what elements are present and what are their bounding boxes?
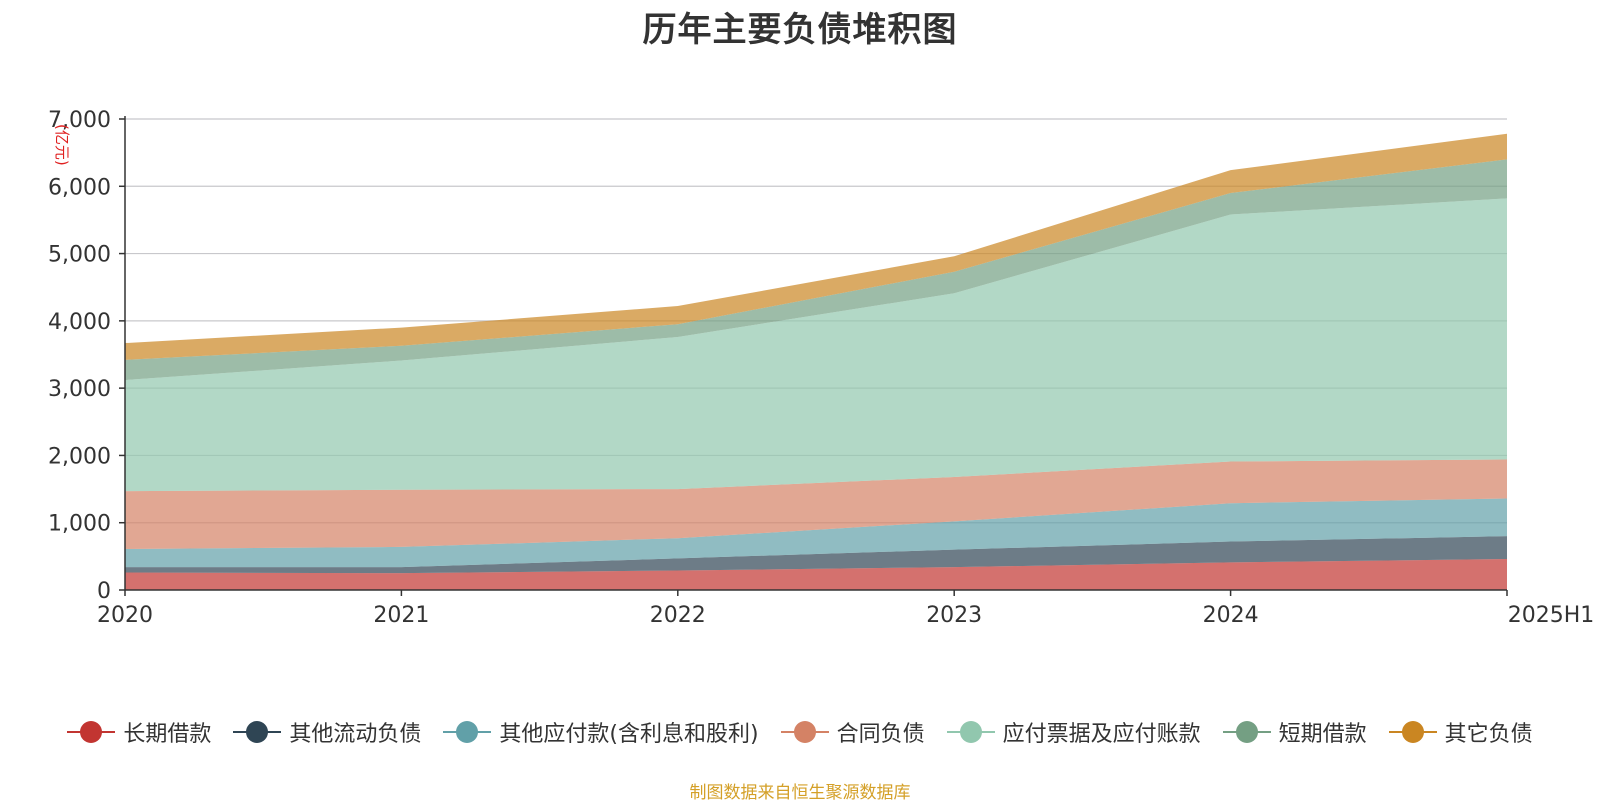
legend-label: 长期借款 bbox=[123, 722, 212, 747]
legend-item-4[interactable]: 应付票据及应付账款 bbox=[946, 716, 1201, 748]
legend-label: 合同负债 bbox=[836, 722, 925, 747]
area-series-4 bbox=[125, 198, 1507, 492]
legend-marker-icon bbox=[1222, 720, 1271, 744]
y-tick-label: 0 bbox=[97, 579, 111, 604]
x-tick-label: 2021 bbox=[373, 603, 429, 628]
chart-legend: 长期借款 其他流动负债 其他应付款(含利息和股利) 合同负债 应付票据及应付账款 短期借款… bbox=[0, 716, 1600, 748]
legend-marker-icon bbox=[67, 720, 116, 744]
data-source-note: 制图数据来自恒生聚源数据库 bbox=[689, 783, 911, 803]
area-series-1 bbox=[125, 536, 1507, 574]
y-tick-label: 2,000 bbox=[48, 444, 111, 469]
legend-item-1[interactable]: 其他流动负债 bbox=[233, 716, 421, 748]
y-tick-label: 7,000 bbox=[48, 108, 111, 133]
y-tick-label: 4,000 bbox=[48, 310, 111, 335]
y-tick-label: 5,000 bbox=[48, 243, 111, 268]
legend-item-3[interactable]: 合同负债 bbox=[780, 716, 925, 748]
legend-label: 短期借款 bbox=[1278, 722, 1367, 747]
legend-label: 应付票据及应付账款 bbox=[1002, 722, 1201, 747]
y-tick-label: 6,000 bbox=[48, 175, 111, 200]
legend-item-0[interactable]: 长期借款 bbox=[67, 716, 211, 748]
legend-label: 其他流动负债 bbox=[289, 722, 422, 747]
area-series-5 bbox=[125, 159, 1507, 381]
legend-marker-icon bbox=[1388, 720, 1437, 744]
area-series-2 bbox=[125, 498, 1507, 568]
x-tick-label: 2022 bbox=[650, 603, 706, 628]
legend-marker-icon bbox=[233, 720, 282, 744]
legend-marker-icon bbox=[946, 720, 995, 744]
x-tick-label: 2020 bbox=[97, 603, 153, 628]
area-series-6 bbox=[125, 133, 1507, 360]
legend-item-6[interactable]: 其它负债 bbox=[1388, 716, 1533, 748]
legend-label: 其他应付款(含利息和股利) bbox=[499, 722, 759, 747]
y-tick-label: 3,000 bbox=[48, 377, 111, 402]
legend-item-5[interactable]: 短期借款 bbox=[1222, 716, 1367, 748]
legend-marker-icon bbox=[780, 720, 829, 744]
x-tick-label: 2025H1 bbox=[1508, 603, 1595, 628]
area-series-0 bbox=[125, 559, 1507, 590]
y-tick-label: 1,000 bbox=[48, 512, 111, 537]
x-tick-label: 2024 bbox=[1203, 603, 1259, 628]
legend-marker-icon bbox=[443, 720, 492, 744]
legend-label: 其它负债 bbox=[1444, 722, 1533, 747]
x-tick-label: 2023 bbox=[926, 603, 982, 628]
chart-title: 历年主要负债堆积图 bbox=[642, 10, 958, 50]
area-series-3 bbox=[125, 459, 1507, 549]
legend-item-2[interactable]: 其他应付款(含利息和股利) bbox=[443, 716, 759, 748]
stacked-area-chart: 0 1,000 2,000 3,000 4,000 5,000 6,000 7,000 2020… bbox=[48, 108, 1595, 628]
y-unit-label: (亿元) bbox=[53, 124, 71, 166]
